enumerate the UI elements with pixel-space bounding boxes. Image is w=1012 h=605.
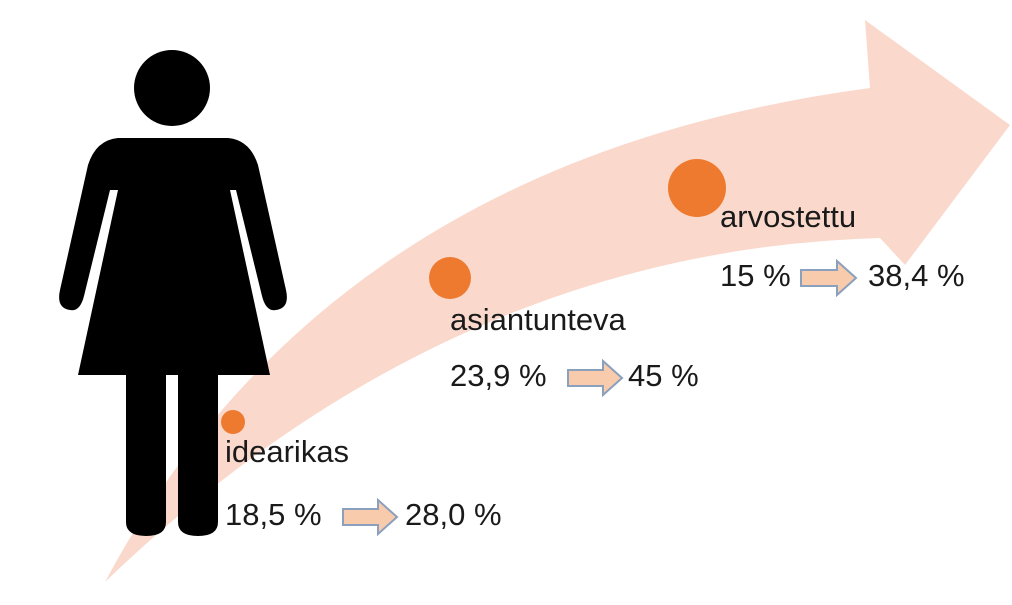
dot — [221, 410, 245, 434]
change-arrow — [800, 258, 858, 298]
value-to: 28,0 % — [405, 497, 502, 532]
dot — [668, 159, 726, 217]
value-from: 18,5 % — [225, 497, 322, 532]
value-to: 38,4 % — [868, 258, 965, 293]
dot — [429, 257, 471, 299]
woman-icon — [59, 50, 287, 536]
growth-arrow — [105, 20, 1010, 582]
item-label: asiantunteva — [450, 302, 627, 337]
value-to: 45 % — [628, 358, 699, 393]
value-from: 23,9 % — [450, 358, 547, 393]
change-arrow — [342, 497, 399, 537]
item-label: arvostettu — [720, 199, 856, 234]
change-arrow — [567, 358, 624, 398]
item-label: idearikas — [225, 434, 349, 469]
value-from: 15 % — [720, 258, 791, 293]
